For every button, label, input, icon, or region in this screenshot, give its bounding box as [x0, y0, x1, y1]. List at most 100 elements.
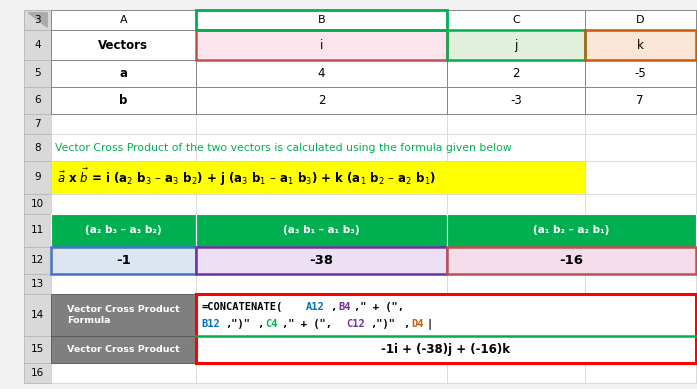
- Text: 14: 14: [31, 310, 45, 320]
- Bar: [24, 87, 52, 114]
- Bar: [585, 194, 696, 214]
- Bar: [196, 10, 447, 30]
- Text: 2: 2: [318, 94, 325, 107]
- Text: a: a: [119, 67, 128, 80]
- Bar: [585, 30, 696, 60]
- Text: 4: 4: [35, 40, 41, 50]
- Text: A: A: [120, 15, 128, 25]
- Text: 7: 7: [636, 94, 644, 107]
- Bar: [52, 161, 585, 194]
- Bar: [585, 87, 696, 114]
- Bar: [447, 247, 696, 273]
- Bar: [24, 247, 52, 273]
- Text: -1i + (-38)j + (-16)k: -1i + (-38)j + (-16)k: [381, 343, 510, 356]
- Bar: [52, 214, 196, 247]
- Bar: [447, 30, 585, 60]
- Bar: [196, 10, 447, 30]
- Bar: [52, 10, 196, 30]
- Bar: [585, 273, 696, 294]
- Bar: [24, 10, 52, 30]
- Text: C12: C12: [346, 319, 365, 329]
- Text: 16: 16: [31, 368, 45, 378]
- Text: ,")": ,")": [225, 319, 250, 329]
- Bar: [24, 10, 52, 30]
- Text: =CONCATENATE(: =CONCATENATE(: [201, 301, 282, 312]
- Text: C: C: [512, 15, 520, 25]
- Bar: [52, 336, 196, 363]
- Text: (a₂ b₃ – a₃ b₂): (a₂ b₃ – a₃ b₂): [85, 226, 162, 235]
- Text: B: B: [318, 15, 325, 25]
- Text: k: k: [637, 39, 643, 52]
- Text: B4: B4: [338, 301, 351, 312]
- Text: (a₃ b₁ – a₁ b₃): (a₃ b₁ – a₁ b₃): [283, 226, 360, 235]
- Bar: [447, 273, 585, 294]
- Text: 12: 12: [31, 255, 45, 265]
- Bar: [24, 273, 52, 294]
- Text: ,: ,: [403, 319, 409, 329]
- Text: -5: -5: [634, 67, 646, 80]
- Bar: [196, 134, 447, 161]
- Bar: [24, 214, 52, 247]
- Bar: [52, 194, 196, 214]
- Bar: [196, 273, 447, 294]
- Bar: [447, 134, 585, 161]
- Text: 9: 9: [35, 172, 41, 182]
- Text: i: i: [320, 39, 323, 52]
- Bar: [196, 247, 447, 273]
- Text: 6: 6: [35, 95, 41, 105]
- Text: 3: 3: [35, 15, 41, 25]
- Text: D: D: [636, 15, 645, 25]
- Bar: [447, 194, 585, 214]
- Text: 5: 5: [35, 68, 41, 79]
- Bar: [447, 30, 585, 60]
- Text: |: |: [427, 319, 434, 329]
- Text: j: j: [514, 39, 518, 52]
- Text: (a₁ b₂ – a₂ b₁): (a₁ b₂ – a₂ b₁): [533, 226, 610, 235]
- Bar: [24, 363, 52, 383]
- Text: ,")": ,")": [371, 319, 395, 329]
- Text: Vector Cross Product of the two vectors is calculated using the formula given be: Vector Cross Product of the two vectors …: [56, 143, 512, 153]
- Text: -1: -1: [116, 254, 131, 266]
- Bar: [585, 114, 696, 134]
- Bar: [24, 294, 52, 336]
- Text: 4: 4: [318, 67, 325, 80]
- Bar: [196, 10, 447, 30]
- Bar: [196, 363, 447, 383]
- Bar: [24, 60, 52, 87]
- Bar: [52, 10, 196, 30]
- Bar: [196, 30, 447, 60]
- Bar: [52, 60, 196, 87]
- Bar: [447, 60, 585, 87]
- Bar: [52, 273, 196, 294]
- Bar: [447, 10, 585, 30]
- Text: ," + (",: ," + (",: [354, 301, 404, 312]
- Bar: [447, 87, 585, 114]
- Bar: [447, 10, 585, 30]
- Text: 11: 11: [31, 226, 45, 235]
- Text: 13: 13: [31, 279, 45, 289]
- Text: Vector Cross Product
Formula: Vector Cross Product Formula: [67, 305, 180, 325]
- Bar: [52, 114, 196, 134]
- Text: A12: A12: [306, 301, 325, 312]
- Bar: [24, 194, 52, 214]
- Text: 7: 7: [35, 119, 41, 129]
- Bar: [196, 60, 447, 87]
- Bar: [447, 214, 696, 247]
- Bar: [585, 161, 696, 194]
- Bar: [585, 10, 696, 30]
- Text: -3: -3: [510, 94, 522, 107]
- Bar: [24, 134, 52, 161]
- Bar: [585, 10, 696, 30]
- Text: ,: ,: [258, 319, 264, 329]
- Text: Vectors: Vectors: [98, 39, 148, 52]
- Text: 8: 8: [35, 143, 41, 153]
- Text: 2: 2: [512, 67, 520, 80]
- Text: 15: 15: [31, 344, 45, 354]
- Bar: [24, 114, 52, 134]
- Text: b: b: [119, 94, 128, 107]
- Text: D4: D4: [411, 319, 423, 329]
- Bar: [52, 87, 196, 114]
- Bar: [196, 214, 447, 247]
- Bar: [585, 60, 696, 87]
- Bar: [196, 294, 696, 363]
